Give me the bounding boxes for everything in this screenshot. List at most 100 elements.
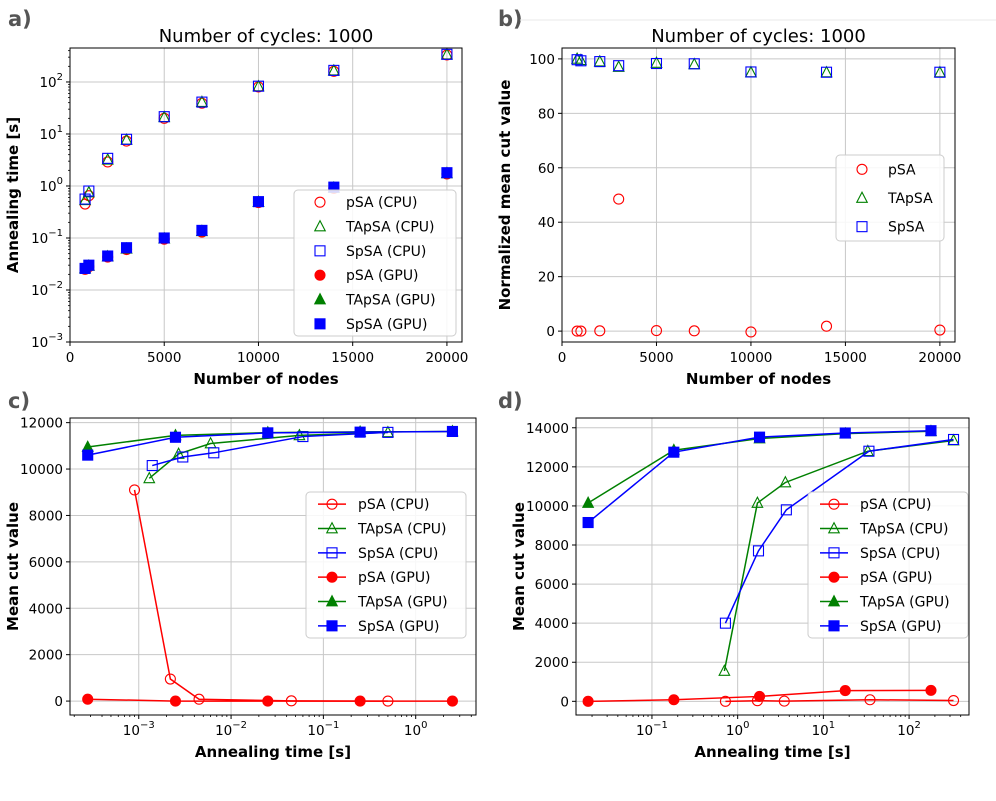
x-tick-label: 5000: [147, 350, 181, 366]
plot-frame: [69, 47, 463, 343]
plot-frame: [561, 47, 956, 343]
data-point: [252, 196, 265, 208]
series-line: [152, 431, 388, 467]
legend-label: pSA (CPU): [358, 497, 429, 513]
plot-frame: [575, 417, 970, 716]
data-point: [668, 694, 680, 706]
legend-marker: [313, 292, 327, 305]
data-point: [446, 695, 458, 707]
data-point: [780, 504, 792, 516]
legend: pSA (CPU) TApSA (CPU) SpSA (CPU) pSA (GPU) T…: [305, 491, 467, 639]
data-point: [262, 695, 274, 707]
legend-label: TApSA (CPU): [859, 522, 949, 538]
legend-marker: [326, 498, 338, 510]
x-axis-label: Annealing time [s]: [694, 743, 850, 761]
y-axis-label: Annealing time [s]: [4, 117, 22, 273]
series-psa: [571, 193, 946, 338]
data-point: [752, 545, 765, 557]
data-point: [143, 471, 156, 484]
data-point: [571, 325, 583, 337]
y-tick-label: 14000: [526, 421, 569, 437]
data-point: [195, 95, 209, 107]
series-psa-cpu: [719, 694, 960, 707]
data-point: [745, 326, 757, 338]
data-point: [169, 431, 182, 443]
x-tick-label: 0: [558, 350, 567, 366]
data-point: [164, 673, 176, 685]
data-point: [688, 57, 701, 70]
data-point: [196, 96, 208, 108]
x-tick-label: 20000: [918, 350, 961, 366]
panel-a: a) Number of cycles: 1000 0 5000 10000 15000 2…: [4, 7, 468, 388]
x-tick-label: 10−2: [215, 720, 247, 739]
data-point: [120, 242, 133, 254]
y-tick-label: 8000: [29, 508, 63, 524]
data-point: [745, 66, 757, 78]
data-point: [925, 425, 937, 437]
x-tick-label: 10000: [237, 350, 280, 366]
legend-label: SpSA (GPU): [346, 317, 427, 333]
data-point: [864, 694, 876, 706]
data-point: [169, 695, 182, 707]
y-axis-label: Mean cut value: [4, 502, 22, 631]
legend-label: TApSA: [887, 191, 933, 207]
y-tick-label: 80: [538, 106, 555, 122]
data-point: [650, 57, 663, 70]
legend-label: TApSA (GPU): [357, 595, 448, 611]
data-point: [354, 695, 366, 707]
legend-label: pSA: [888, 162, 916, 178]
data-point: [83, 185, 95, 197]
y-tick-label: 100: [39, 176, 63, 195]
data-point: [120, 133, 133, 145]
legend-label: pSA (CPU): [346, 195, 417, 211]
legend-marker: [314, 245, 326, 257]
series-line: [725, 699, 954, 703]
y-tick-label: 60: [538, 161, 555, 177]
data-point: [779, 475, 792, 488]
y-tick-label: 8000: [535, 538, 569, 554]
data-point: [820, 65, 833, 78]
series-spsa: [571, 54, 946, 78]
data-point: [650, 56, 663, 68]
y-tick-label: 12000: [20, 416, 63, 432]
legend-marker: [314, 269, 326, 281]
data-point: [575, 55, 587, 67]
data-point: [718, 664, 731, 676]
panel-label: d): [498, 389, 523, 413]
legend-marker: [325, 521, 339, 534]
y-tick-label: 4000: [535, 616, 569, 632]
data-point: [820, 66, 833, 78]
data-point: [177, 451, 189, 463]
y-tick-label: 10−2: [31, 280, 63, 299]
legend-marker: [855, 191, 869, 203]
data-point: [582, 695, 594, 707]
legend-marker: [326, 571, 338, 583]
data-point: [594, 56, 606, 68]
data-point: [688, 58, 700, 70]
y-tick-label: 2000: [29, 648, 63, 664]
y-tick-label: 40: [538, 215, 555, 231]
data-point: [820, 320, 833, 332]
data-point: [82, 185, 96, 198]
x-tick-label: 101: [812, 720, 836, 739]
legend-marker: [325, 594, 339, 607]
data-point: [839, 685, 851, 697]
data-point: [753, 431, 766, 443]
panel-label: b): [498, 7, 523, 31]
data-point: [594, 325, 606, 337]
y-tick-label: 20: [538, 270, 555, 286]
series-tapsa: [570, 51, 947, 78]
y-tick-label: 10−3: [31, 332, 63, 351]
chart-title: Number of cycles: 1000: [159, 26, 374, 47]
series-tapsa-cpu: [78, 47, 454, 206]
legend-marker: [856, 163, 868, 175]
x-tick-label: 10−1: [307, 720, 339, 739]
legend-label: pSA (CPU): [860, 497, 931, 513]
data-point: [208, 447, 220, 459]
data-point: [934, 324, 946, 336]
legend-label: TApSA (CPU): [357, 522, 447, 538]
series-psa-gpu: [82, 693, 458, 707]
legend-box: [305, 491, 467, 639]
x-tick-label: 5000: [639, 350, 673, 366]
